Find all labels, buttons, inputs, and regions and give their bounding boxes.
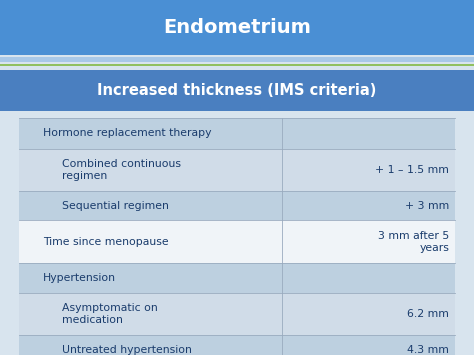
Text: Hypertension: Hypertension xyxy=(43,273,116,283)
Text: + 1 – 1.5 mm: + 1 – 1.5 mm xyxy=(375,165,449,175)
Text: 4.3 mm: 4.3 mm xyxy=(408,345,449,355)
Text: Combined continuous
regimen: Combined continuous regimen xyxy=(62,159,181,181)
FancyBboxPatch shape xyxy=(0,64,474,66)
Text: Time since menopause: Time since menopause xyxy=(43,237,168,247)
Text: Asymptomatic on
medication: Asymptomatic on medication xyxy=(62,303,157,325)
FancyBboxPatch shape xyxy=(0,57,474,62)
FancyBboxPatch shape xyxy=(19,149,455,191)
FancyBboxPatch shape xyxy=(19,220,455,263)
FancyBboxPatch shape xyxy=(19,263,455,293)
Text: + 3 mm: + 3 mm xyxy=(405,201,449,211)
Text: 3 mm after 5
years: 3 mm after 5 years xyxy=(378,231,449,253)
FancyBboxPatch shape xyxy=(0,70,474,111)
Text: 6.2 mm: 6.2 mm xyxy=(408,309,449,319)
FancyBboxPatch shape xyxy=(19,293,455,335)
Text: Sequential regimen: Sequential regimen xyxy=(62,201,168,211)
FancyBboxPatch shape xyxy=(0,0,474,55)
FancyBboxPatch shape xyxy=(19,118,455,149)
FancyBboxPatch shape xyxy=(19,335,455,355)
FancyBboxPatch shape xyxy=(19,191,455,220)
Text: Endometrium: Endometrium xyxy=(163,18,311,37)
Text: Hormone replacement therapy: Hormone replacement therapy xyxy=(43,129,211,138)
Text: Untreated hypertension: Untreated hypertension xyxy=(62,345,191,355)
Text: Increased thickness (IMS criteria): Increased thickness (IMS criteria) xyxy=(97,83,377,98)
